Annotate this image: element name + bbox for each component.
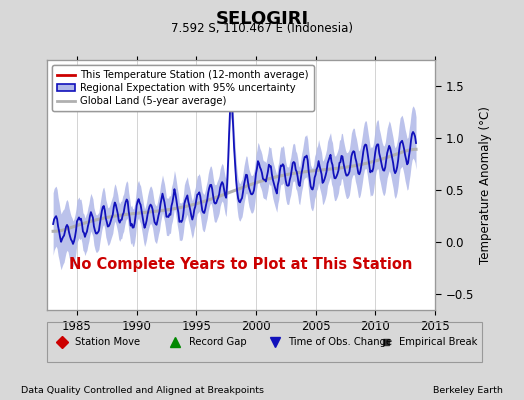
Y-axis label: Temperature Anomaly (°C): Temperature Anomaly (°C): [479, 106, 492, 264]
Legend: This Temperature Station (12-month average), Regional Expectation with 95% uncer: This Temperature Station (12-month avera…: [52, 65, 314, 111]
Text: Data Quality Controlled and Aligned at Breakpoints: Data Quality Controlled and Aligned at B…: [21, 386, 264, 395]
Text: Empirical Break: Empirical Break: [399, 337, 478, 347]
Text: SELOGIRI: SELOGIRI: [215, 10, 309, 28]
Text: Station Move: Station Move: [75, 337, 140, 347]
Text: 7.592 S, 110.467 E (Indonesia): 7.592 S, 110.467 E (Indonesia): [171, 22, 353, 35]
Text: Record Gap: Record Gap: [189, 337, 246, 347]
Text: Berkeley Earth: Berkeley Earth: [433, 386, 503, 395]
Text: Time of Obs. Change: Time of Obs. Change: [289, 337, 392, 347]
Text: No Complete Years to Plot at This Station: No Complete Years to Plot at This Statio…: [69, 258, 413, 272]
